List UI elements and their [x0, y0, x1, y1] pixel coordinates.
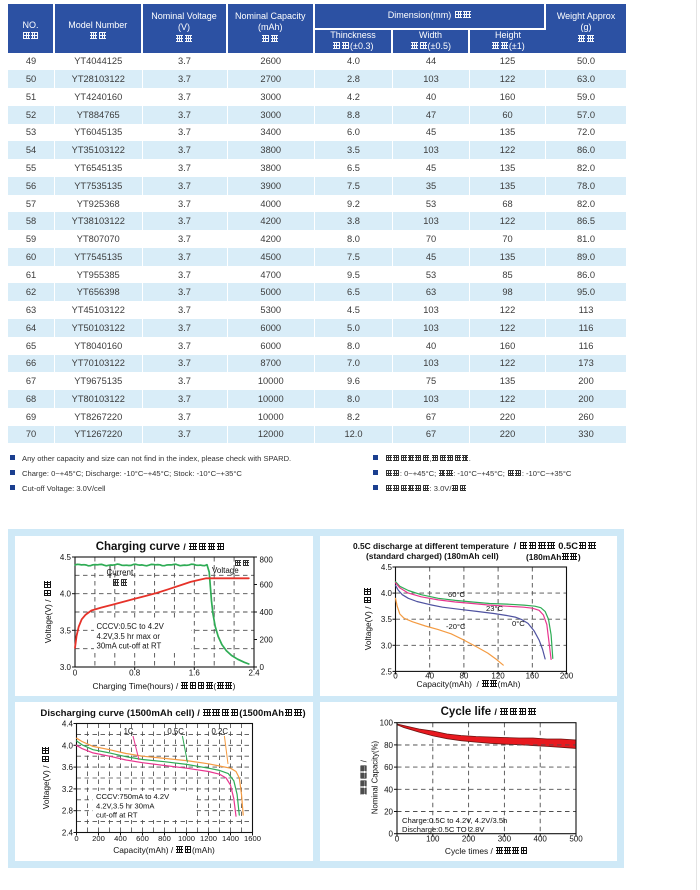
svg-text:3.5: 3.5 [381, 615, 393, 624]
svg-text:200: 200 [92, 834, 105, 843]
svg-text:0.2C: 0.2C [212, 727, 229, 736]
svg-text:4.4: 4.4 [62, 720, 74, 729]
svg-text:2.4: 2.4 [62, 829, 74, 838]
svg-text:80: 80 [459, 671, 468, 680]
svg-text:4.0: 4.0 [381, 589, 393, 598]
svg-text:0°C: 0°C [512, 619, 525, 628]
svg-text:80: 80 [384, 741, 393, 750]
svg-text:160: 160 [526, 671, 540, 680]
svg-text:Charge:0.5C to 4.2V, 4.2V/3.5h: Charge:0.5C to 4.2V, 4.2V/3.5h [402, 816, 507, 825]
svg-text:500: 500 [569, 835, 583, 844]
svg-text:20: 20 [384, 808, 393, 817]
svg-text:800: 800 [158, 834, 171, 843]
svg-text:4.0: 4.0 [62, 741, 74, 750]
svg-text:3.5: 3.5 [60, 626, 72, 635]
svg-text:2.8: 2.8 [62, 807, 74, 816]
svg-text:1000: 1000 [178, 834, 195, 843]
svg-text:600: 600 [136, 834, 149, 843]
svg-text:200: 200 [260, 636, 274, 645]
svg-text:-20°C: -20°C [446, 622, 466, 631]
svg-text:4.5: 4.5 [60, 553, 72, 562]
svg-text:4.5: 4.5 [381, 563, 393, 572]
svg-text:0: 0 [393, 671, 398, 680]
svg-text:Voltage: Voltage [212, 566, 239, 575]
svg-text:1200: 1200 [200, 834, 217, 843]
svg-text:400: 400 [114, 834, 127, 843]
svg-text:0: 0 [389, 830, 394, 839]
svg-text:0: 0 [260, 663, 265, 672]
svg-text:200: 200 [462, 835, 476, 844]
svg-text:400: 400 [534, 835, 548, 844]
svg-text:400: 400 [260, 608, 274, 617]
svg-text:4.2V,3.5 hr 30mA: 4.2V,3.5 hr 30mA [96, 802, 155, 811]
svg-text:1600: 1600 [244, 834, 261, 843]
svg-text:2.5: 2.5 [381, 667, 393, 676]
svg-text:1.6: 1.6 [189, 669, 201, 678]
svg-text:40: 40 [425, 671, 434, 680]
svg-text:40: 40 [384, 785, 393, 794]
svg-text:cut-off at RT: cut-off at RT [96, 811, 138, 820]
svg-text:0: 0 [395, 835, 400, 844]
svg-text:120: 120 [491, 671, 505, 680]
svg-text:800: 800 [260, 556, 274, 565]
svg-text:23°C: 23°C [486, 604, 503, 613]
svg-text:0.8: 0.8 [129, 669, 141, 678]
svg-text:0: 0 [73, 669, 78, 678]
svg-text:300: 300 [498, 835, 512, 844]
svg-text:CCCV:0.5C to 4.2V: CCCV:0.5C to 4.2V [97, 622, 165, 631]
svg-text:3.6: 3.6 [62, 763, 74, 772]
svg-text:4.0: 4.0 [60, 590, 72, 599]
svg-text:0.5C: 0.5C [167, 727, 184, 736]
svg-text:200: 200 [560, 671, 574, 680]
svg-text:3.2: 3.2 [62, 785, 74, 794]
svg-text:60°C: 60°C [448, 590, 465, 599]
svg-text:2.4: 2.4 [248, 669, 260, 678]
svg-text:60: 60 [384, 763, 393, 772]
svg-text:1400: 1400 [222, 834, 239, 843]
svg-text:CCCV:750mA to 4.2V: CCCV:750mA to 4.2V [96, 792, 170, 801]
svg-text:100: 100 [380, 719, 394, 728]
svg-text:100: 100 [426, 835, 440, 844]
svg-text:600: 600 [260, 581, 274, 590]
svg-text:0: 0 [74, 834, 78, 843]
svg-text:3.0: 3.0 [60, 663, 72, 672]
svg-text:1C: 1C [124, 727, 134, 736]
svg-text:3.0: 3.0 [381, 641, 393, 650]
svg-text:Discharge:0.5C TO 2.8V: Discharge:0.5C TO 2.8V [402, 825, 485, 834]
svg-text:30mA cut-off at RT: 30mA cut-off at RT [97, 642, 162, 651]
svg-text:4.2V,3.5 hr max or: 4.2V,3.5 hr max or [97, 632, 161, 641]
svg-text:Current: Current [107, 568, 134, 577]
